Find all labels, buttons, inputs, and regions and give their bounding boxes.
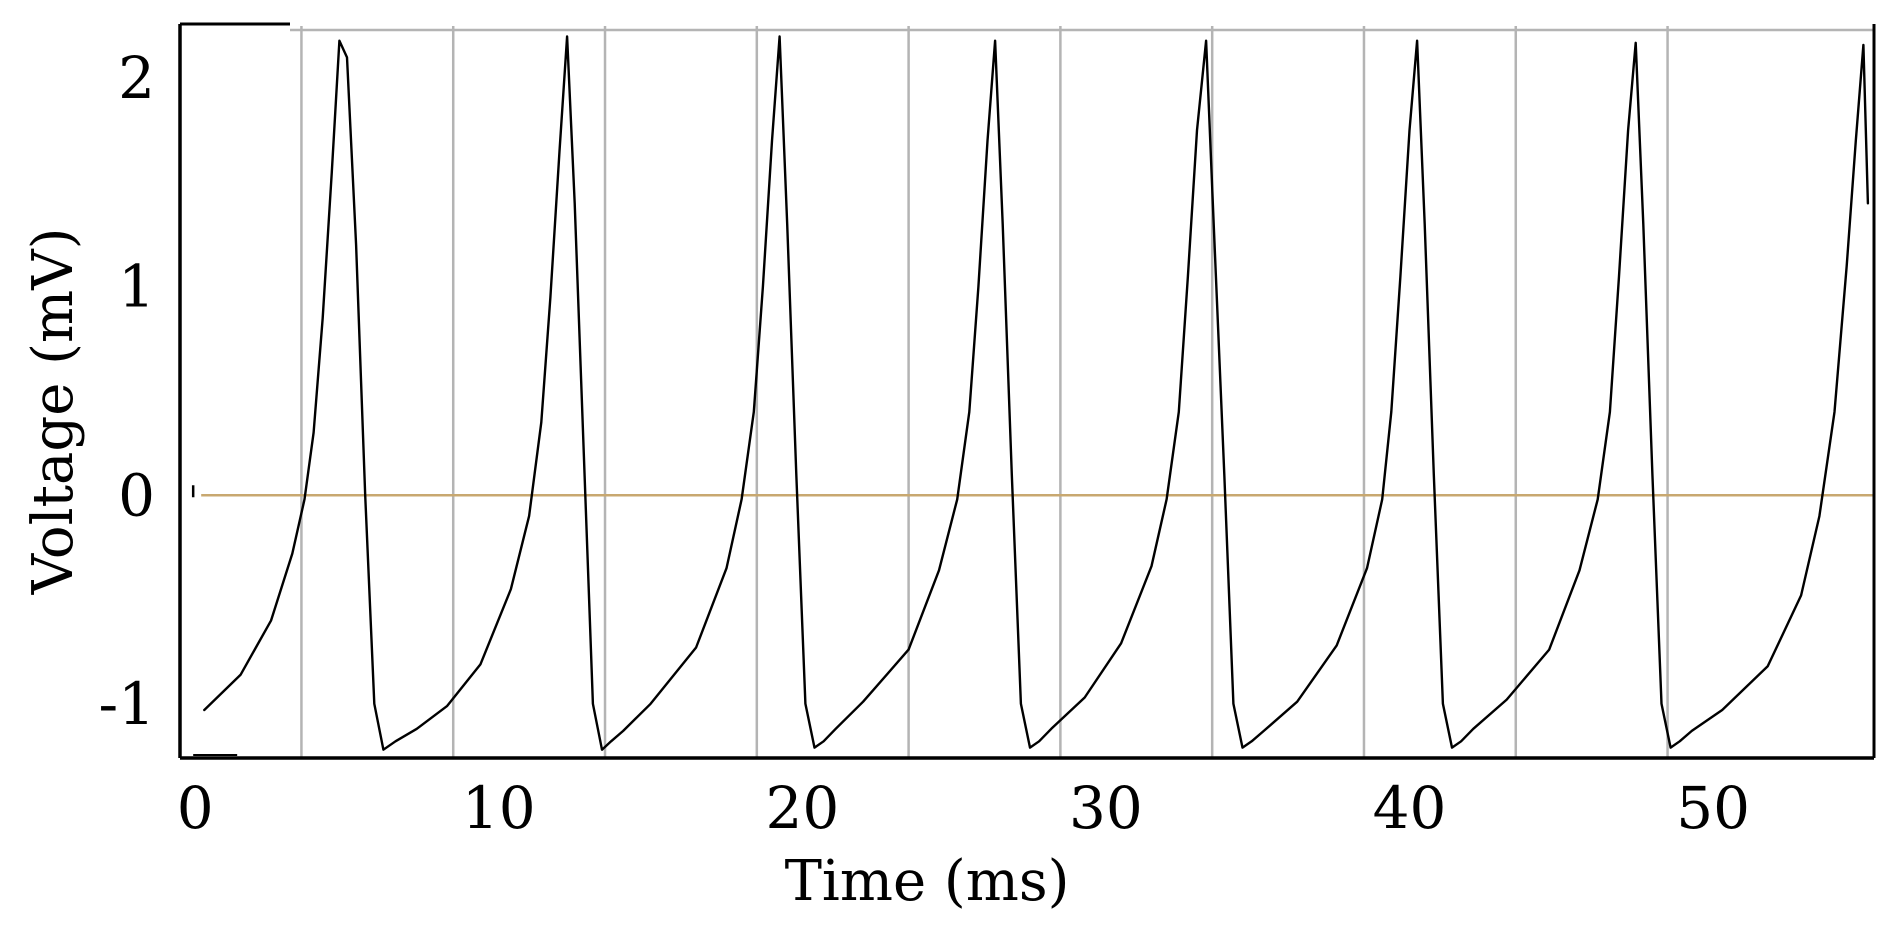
y-tick-label: -1: [99, 670, 156, 738]
y-axis-title: Voltage (mV): [21, 228, 86, 596]
y-tick-label: 0: [118, 461, 155, 529]
series-line-0: [203, 35, 1870, 751]
x-tick-label: 20: [765, 774, 839, 842]
x-tick-label: 30: [1069, 774, 1143, 842]
x-tick-label: 40: [1373, 774, 1447, 842]
plot-frame: [178, 22, 1876, 760]
series-group: [193, 35, 1870, 756]
reference-line-group: [191, 485, 1874, 498]
x-axis-title: Time (ms): [785, 849, 1070, 914]
y-tick-label: 2: [118, 44, 155, 112]
x-tick-labels: 0 10 20 30 40 50: [177, 774, 1750, 842]
x-tick-label: 50: [1676, 774, 1750, 842]
y-tick-labels: -1 0 1 2: [99, 44, 156, 738]
x-tick-label: 0: [177, 774, 214, 842]
x-tick-label: 10: [462, 774, 536, 842]
y-tick-label: 1: [118, 253, 155, 321]
gridlines: [290, 26, 1874, 758]
